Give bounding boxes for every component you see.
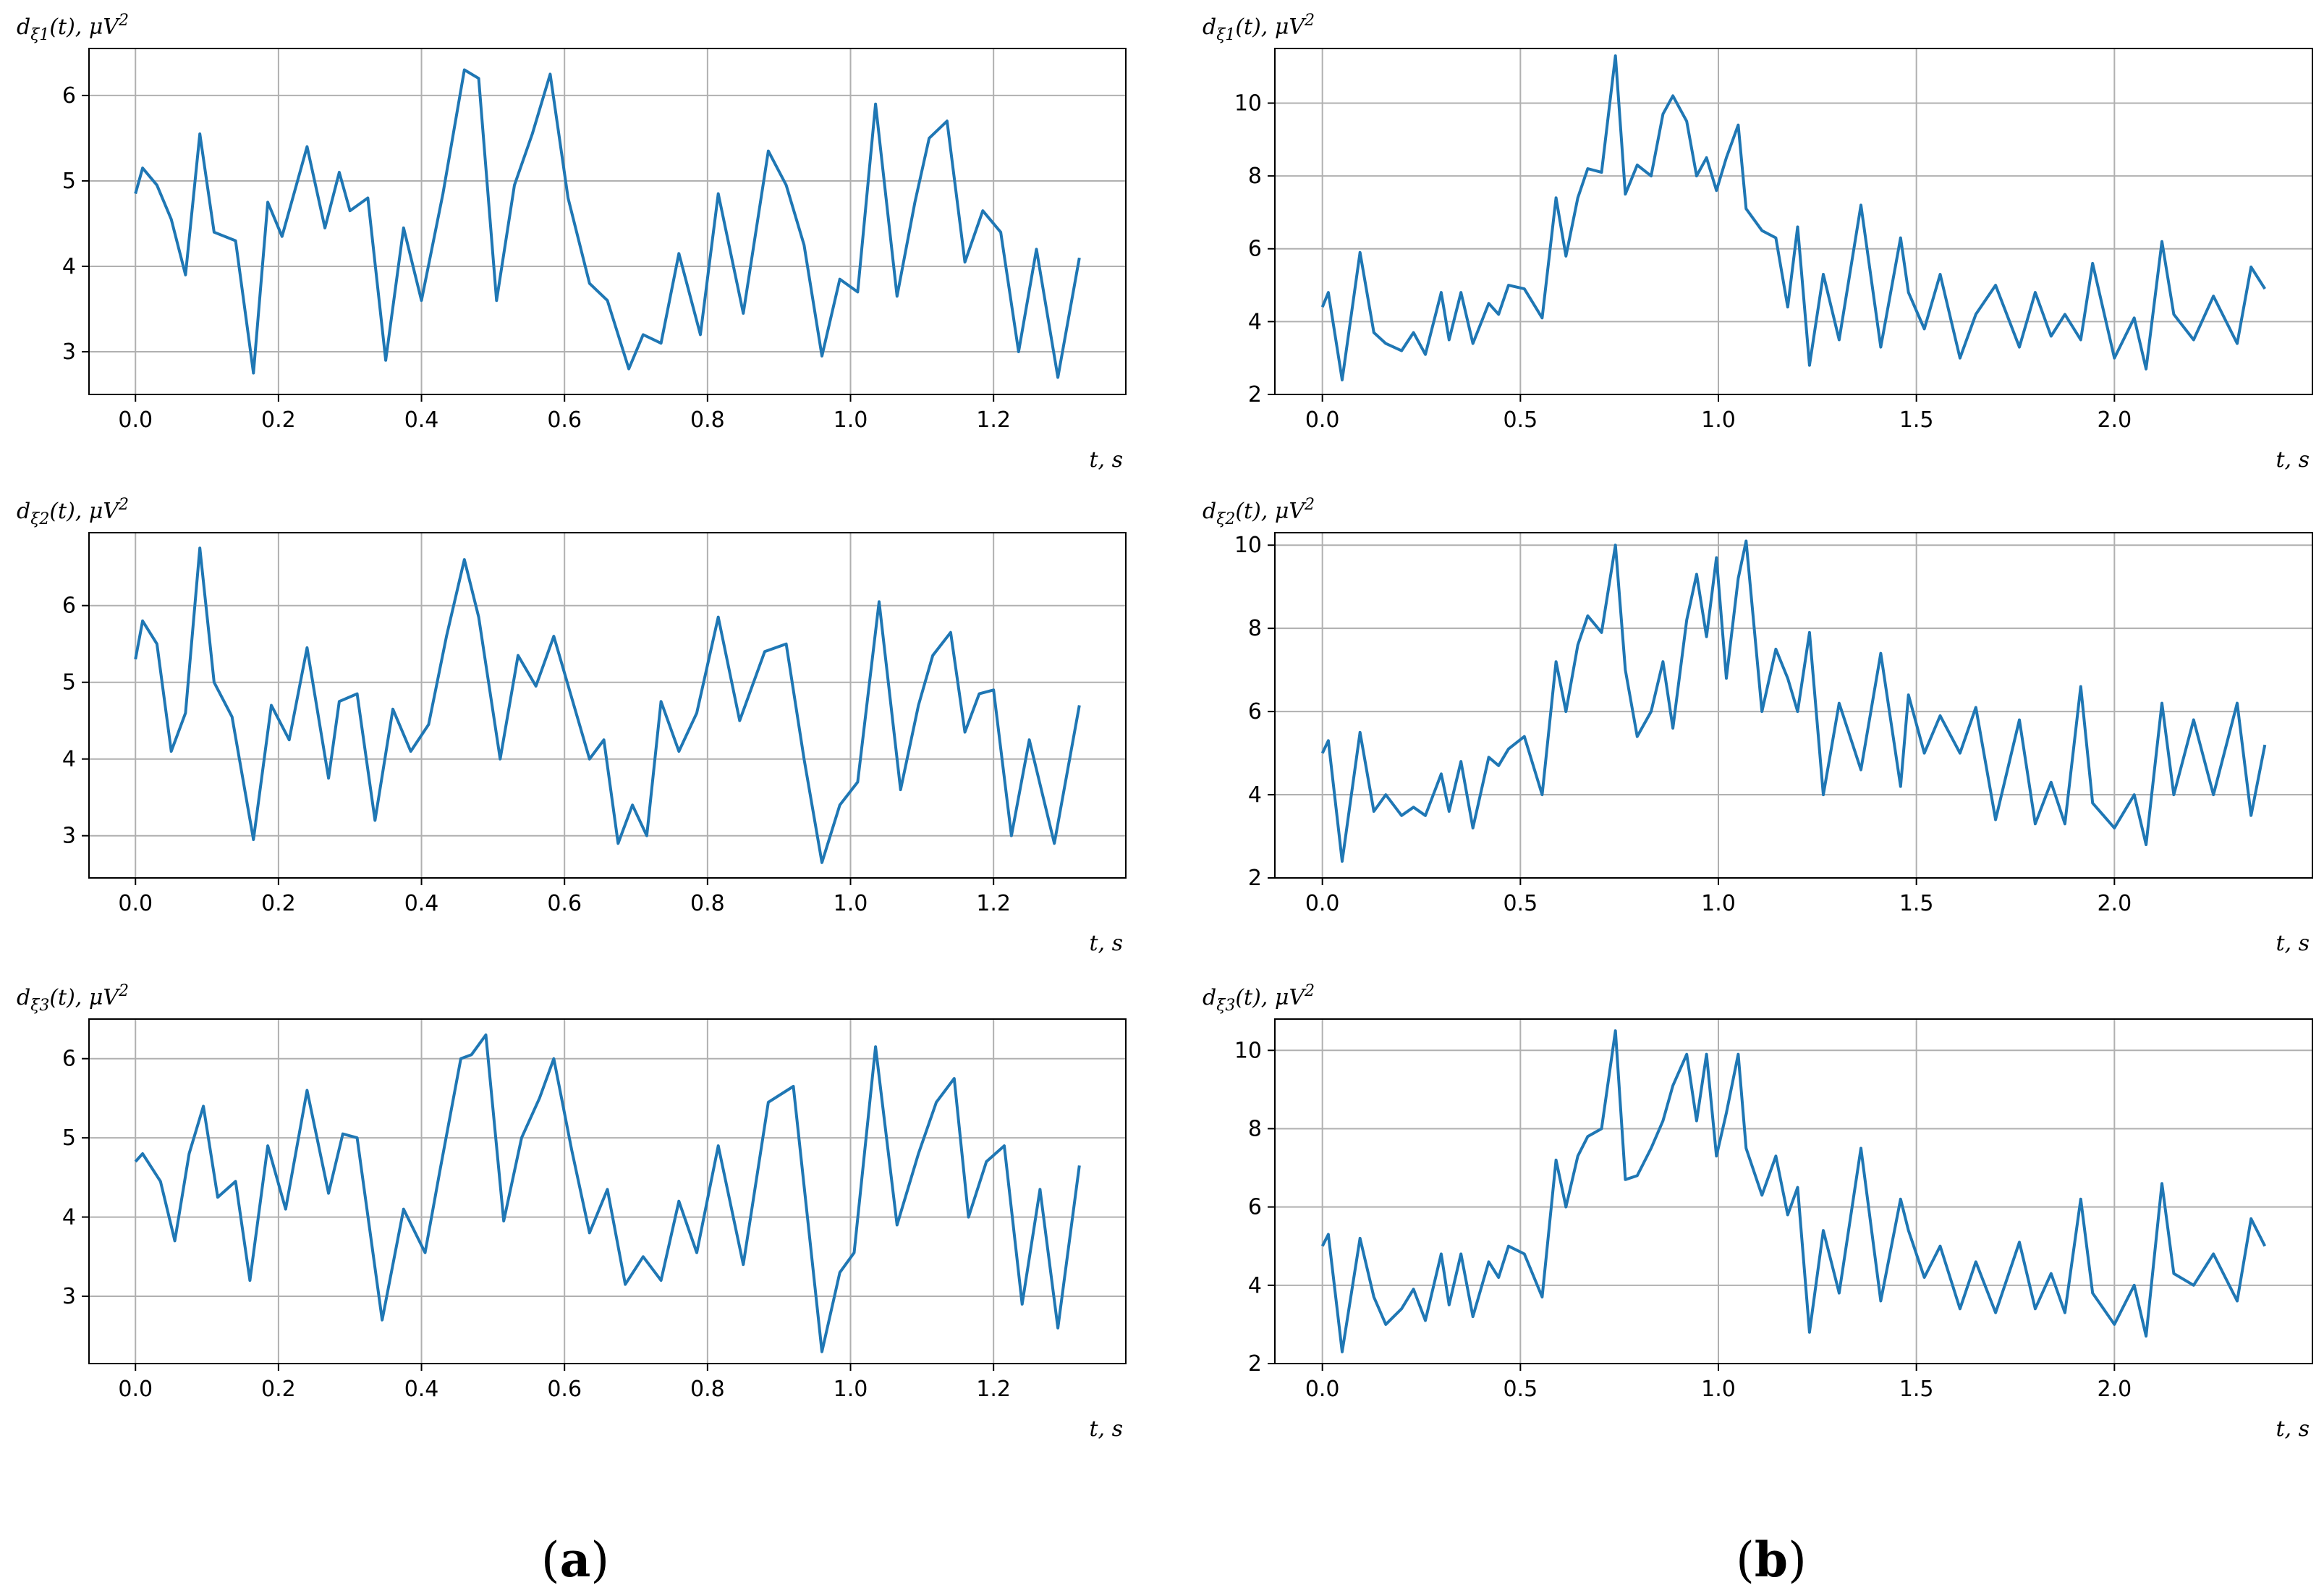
chart-a1-xtick-label: 0.2 [261,407,296,433]
chart-a2-xtick-label: 0.6 [547,891,582,916]
chart-a3-axes-frame [88,1018,1127,1364]
chart-b1-xtick-label: 1.0 [1701,407,1736,433]
chart-a2-xlabel: t, s [1089,931,1123,956]
chart-a3-xtick-label: 0.2 [261,1377,296,1402]
chart-a2-ylabel: dξ2(t), μV2 [17,496,129,528]
chart-b1-ytick-label: 4 [1248,309,1262,334]
chart-b3-xtick-label: 0.5 [1503,1377,1538,1402]
chart-a1-ytick-label: 5 [62,169,76,194]
chart-a2-axes-frame [88,532,1127,879]
chart-b3-xtick-label: 1.5 [1899,1377,1934,1402]
chart-b2: 0.0 0.5 1.0 1.5 2.0 2 4 6 8 10 dξ2(t), μV2 t, s [1203,496,2313,956]
chart-a2-xtick-label: 0.4 [404,891,439,916]
chart-a1-xtick-label: 0.4 [404,407,439,433]
chart-b2-xtick-label: 0.5 [1503,891,1538,916]
chart-a3-xtick-label: 0.8 [690,1377,725,1402]
chart-b3-xtick-label: 1.0 [1701,1377,1736,1402]
chart-a3-xtick-label: 0.6 [547,1377,582,1402]
chart-a1-xtick-label: 1.2 [976,407,1011,433]
chart-b3-xtick-label: 2.0 [2097,1377,2132,1402]
chart-b1-series-line [1320,54,2266,381]
chart-b3-ytick-label: 2 [1248,1351,1262,1377]
panel-label-a: (a) [541,1531,609,1588]
chart-b2-ytick-label: 6 [1248,699,1262,724]
chart-a1-xtick-label: 0.8 [690,407,725,433]
chart-a2-series-line [134,546,1081,864]
chart-a3-xtick-label: 1.0 [834,1377,868,1402]
chart-b2-xtick-label: 0.0 [1305,891,1340,916]
chart-a1-xtick-label: 1.0 [834,407,868,433]
chart-a2-xtick-label: 1.2 [976,891,1011,916]
chart-b2-xlabel: t, s [2276,931,2310,956]
chart-a2-xtick-label: 1.0 [834,891,868,916]
chart-b1: 0.0 0.5 1.0 1.5 2.0 2 4 6 8 10 dξ1(t), μV2 t, s [1203,12,2313,473]
chart-b3-axes-frame [1274,1018,2313,1364]
chart-b2-series-line [1320,539,2267,863]
chart-b2-xtick-label: 1.5 [1899,891,1934,916]
chart-b2-ytick-label: 2 [1248,866,1262,891]
chart-b3-ytick-label: 8 [1248,1116,1262,1141]
chart-b3-ytick-label: 6 [1248,1195,1262,1220]
chart-a3-series-line [134,1033,1081,1353]
chart-b2-ytick-label: 4 [1248,782,1262,808]
chart-a3-ylabel: dξ3(t), μV2 [17,982,129,1015]
charts-container: 0.0 0.2 0.4 0.6 0.8 1.0 1.2 3 4 5 6 dξ1(t), μV2 t, s… [17,12,2313,1442]
chart-b1-ylabel: dξ1(t), μV2 [1203,12,1315,44]
chart-b2-ytick-label: 10 [1234,533,1262,558]
chart-b1-xtick-label: 2.0 [2097,407,2132,433]
chart-a2-ytick-label: 5 [62,670,76,696]
chart-b3-ytick-label: 4 [1248,1273,1262,1298]
chart-a2-ytick-label: 3 [62,824,76,849]
chart-b2-xtick-label: 2.0 [2097,891,2132,916]
chart-a1-ytick-label: 6 [62,83,76,109]
chart-b1-xlabel: t, s [2276,447,2310,473]
chart-b1-xtick-label: 0.0 [1305,407,1340,433]
chart-a1-xtick-label: 0.6 [547,407,582,433]
chart-a3-ytick-label: 5 [62,1125,76,1151]
chart-a3-ytick-label: 4 [62,1205,76,1230]
chart-a1-ytick-label: 3 [62,339,76,365]
chart-a2-xtick-label: 0.2 [261,891,296,916]
chart-a3-ytick-label: 3 [62,1284,76,1309]
chart-b2-axes-frame [1274,532,2313,879]
chart-b1-axes-frame [1274,48,2313,395]
chart-b3-series-line [1320,1029,2267,1353]
panel-label-b: (b) [1736,1531,1807,1588]
chart-b2-ylabel: dξ2(t), μV2 [1203,496,1315,528]
chart-b1-ytick-label: 8 [1248,164,1262,189]
chart-a1-axes-frame [88,48,1127,395]
chart-b1-xtick-label: 0.5 [1503,407,1538,433]
chart-b3-ytick-label: 10 [1234,1038,1262,1063]
chart-b3: 0.0 0.5 1.0 1.5 2.0 2 4 6 8 10 dξ3(t), μV2 t, s [1203,982,2313,1442]
chart-b3-ylabel: dξ3(t), μV2 [1203,982,1315,1015]
chart-b1-ytick-label: 10 [1234,90,1262,116]
chart-a3: 0.0 0.2 0.4 0.6 0.8 1.0 1.2 3 4 5 6 dξ3(t), μV2 t, s [17,982,1127,1442]
chart-b2-ytick-label: 8 [1248,616,1262,641]
chart-a1-series-line [134,68,1081,379]
chart-a2-xtick-label: 0.8 [690,891,725,916]
chart-a1-xlabel: t, s [1089,447,1123,473]
chart-a1-ylabel: dξ1(t), μV2 [17,12,129,44]
chart-b1-xtick-label: 1.5 [1899,407,1934,433]
chart-b1-ytick-label: 2 [1248,382,1262,407]
chart-b1-ytick-label: 6 [1248,237,1262,262]
chart-a2: 0.0 0.2 0.4 0.6 0.8 1.0 1.2 3 4 5 6 dξ2(t), μV2 t, s [17,496,1127,956]
chart-a3-xtick-label: 0.0 [118,1377,153,1402]
chart-a3-xlabel: t, s [1089,1416,1123,1442]
chart-a3-ytick-label: 6 [62,1047,76,1072]
chart-a2-ytick-label: 4 [62,747,76,772]
chart-a2-ytick-label: 6 [62,593,76,619]
chart-a1-ytick-label: 4 [62,254,76,279]
chart-a1-xtick-label: 0.0 [118,407,153,433]
chart-a3-xtick-label: 0.4 [404,1377,439,1402]
chart-a3-xtick-label: 1.2 [976,1377,1011,1402]
chart-a2-xtick-label: 0.0 [118,891,153,916]
chart-a1: 0.0 0.2 0.4 0.6 0.8 1.0 1.2 3 4 5 6 dξ1(t), μV2 t, s [17,12,1127,473]
chart-b2-xtick-label: 1.0 [1701,891,1736,916]
chart-b3-xlabel: t, s [2276,1416,2310,1442]
chart-b3-xtick-label: 0.0 [1305,1377,1340,1402]
